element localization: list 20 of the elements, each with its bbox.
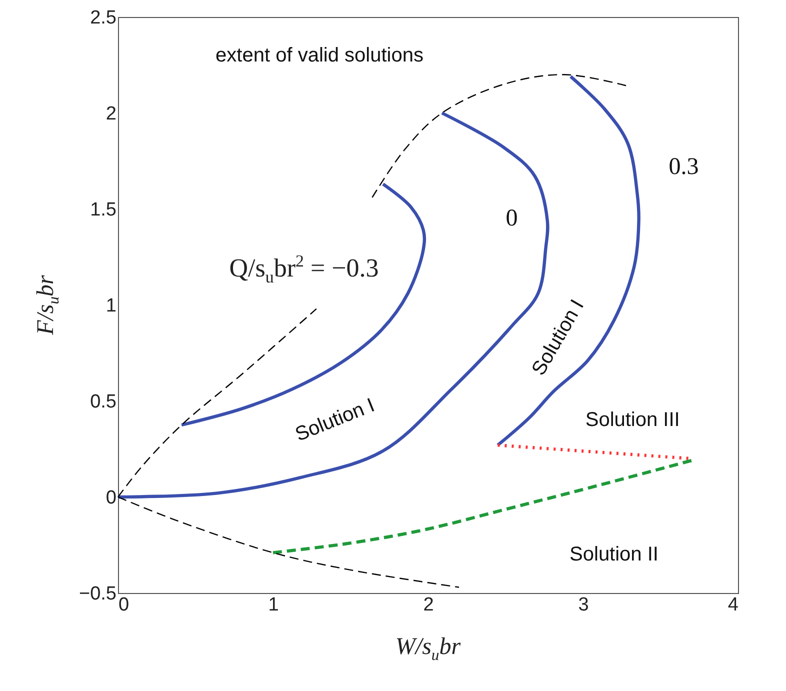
annotation: Q/s$_{u}$br$^{2}$ = −0.3 (229, 252, 379, 287)
y-tick-label: 0 (106, 488, 116, 508)
x-axis-title: W/s$_{u}$br (395, 634, 461, 664)
y-tick-label: 1.5 (90, 200, 116, 220)
annotation: 0.3 (668, 154, 699, 180)
annotation: Solution II (570, 544, 658, 566)
line-series (372, 74, 629, 198)
y-tick-label: 2 (106, 104, 116, 124)
y-tick-label: 1 (106, 296, 116, 316)
y-tick-label: −0.5 (78, 584, 116, 604)
annotation: Solution III (585, 409, 680, 432)
x-tick-label: 1 (268, 594, 279, 616)
x-tick-label: 4 (728, 594, 739, 616)
y-tick-label: 2.5 (90, 8, 116, 28)
x-tick-label: 3 (578, 594, 589, 616)
y-tick-label: 0.5 (90, 392, 116, 412)
x-tick-label: 0 (118, 594, 130, 616)
x-tick-label: 2 (423, 594, 434, 616)
annotation: 0 (506, 206, 518, 232)
annotation: extent of valid solutions (216, 44, 424, 66)
